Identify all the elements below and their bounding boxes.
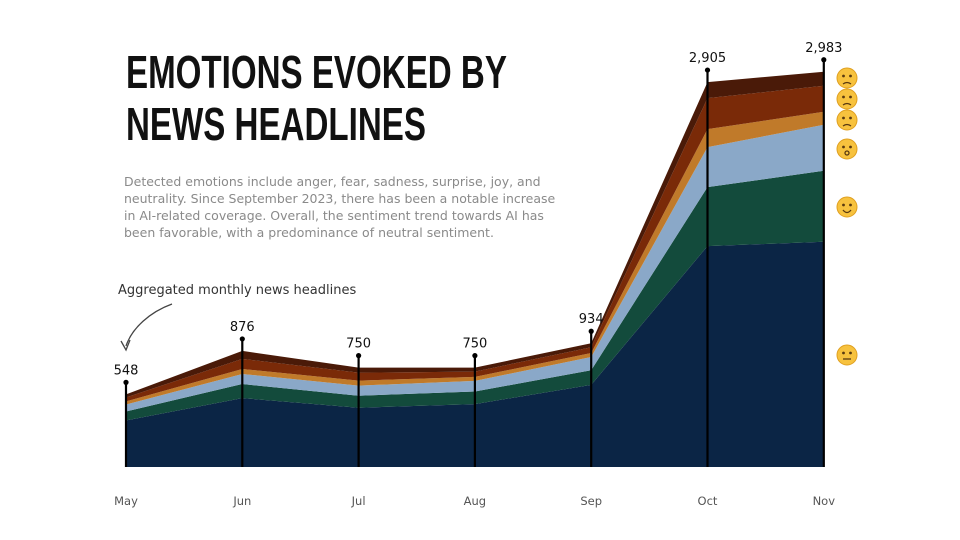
total-label: 934 (579, 312, 604, 327)
total-dot (821, 57, 827, 63)
chart-title: EMOTIONS EVOKED BY (126, 48, 507, 98)
emoji-mouth (842, 102, 852, 106)
total-dot (239, 336, 245, 342)
total-label: 2,983 (805, 41, 842, 56)
emoji (836, 196, 858, 218)
emoji-mouth (842, 81, 852, 85)
total-dot (704, 67, 711, 73)
annotation-arrow-head (120, 339, 131, 352)
subtitle: in AI-related coverage. Overall, the sen… (124, 208, 544, 223)
emoji-eye (849, 74, 852, 78)
x-tick-label: Aug (464, 494, 486, 508)
subtitle: neutrality. Since September 2023, there … (124, 191, 555, 206)
emoji-mouth (842, 123, 852, 127)
emoji-eye (849, 95, 852, 99)
emoji-eye (842, 203, 845, 207)
total-label: 876 (230, 320, 255, 335)
area (126, 241, 824, 467)
emoji (836, 67, 858, 89)
total-dot (472, 353, 478, 359)
emoji (836, 88, 858, 110)
total-label: 548 (114, 363, 139, 378)
total-dot (123, 379, 129, 385)
emoji-eye (842, 74, 845, 78)
subtitle: been favorable, with a predominance of n… (124, 225, 494, 240)
x-tick-label: Sep (580, 494, 602, 508)
area (126, 85, 824, 402)
total-label: 750 (462, 337, 487, 352)
total-label: 750 (346, 337, 371, 352)
x-tick-label: Nov (813, 494, 836, 508)
total-dot (588, 328, 594, 334)
total-label: 2,905 (689, 51, 726, 66)
emoji-eye (849, 203, 852, 207)
emoji-eye (842, 116, 845, 120)
area (126, 170, 824, 421)
emoji-eye (849, 145, 852, 149)
subtitle: Detected emotions include anger, fear, s… (124, 174, 541, 189)
total-dot (356, 353, 362, 359)
annotation-arrow (125, 303, 173, 347)
area (126, 124, 824, 412)
x-tick-label: Jun (232, 494, 251, 508)
emoji-mouth (844, 150, 850, 156)
chart-title: NEWS HEADLINES (126, 100, 426, 150)
emoji (836, 109, 858, 131)
emoji-eye (849, 351, 852, 355)
emoji-eye (849, 116, 852, 120)
emoji-eye (842, 145, 845, 149)
x-tick-label: May (114, 494, 138, 508)
annotation: Aggregated monthly news headlines (118, 283, 356, 298)
emoji (836, 344, 858, 366)
x-tick-label: Jul (351, 494, 366, 508)
emoji-eye (842, 95, 845, 99)
emoji-eye (842, 351, 845, 355)
emoji-mouth (842, 209, 852, 214)
x-tick-label: Oct (698, 494, 718, 508)
emoji (836, 138, 858, 160)
